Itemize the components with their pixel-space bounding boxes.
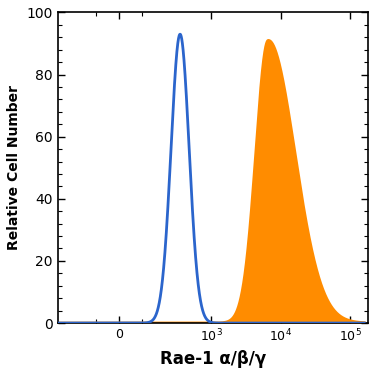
Y-axis label: Relative Cell Number: Relative Cell Number xyxy=(7,85,21,250)
X-axis label: Rae-1 α/β/γ: Rae-1 α/β/γ xyxy=(160,350,266,368)
